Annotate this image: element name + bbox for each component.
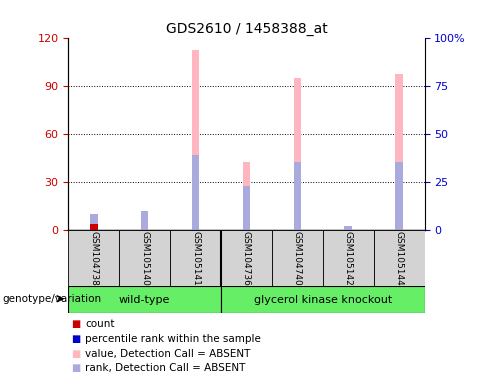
Text: percentile rank within the sample: percentile rank within the sample bbox=[85, 334, 261, 344]
Bar bbox=[272, 230, 323, 286]
Text: GSM105144: GSM105144 bbox=[395, 231, 404, 286]
Text: value, Detection Call = ABSENT: value, Detection Call = ABSENT bbox=[85, 349, 251, 359]
Bar bbox=[395, 162, 403, 230]
Bar bbox=[141, 211, 148, 230]
Bar bbox=[119, 230, 170, 286]
Bar bbox=[243, 162, 250, 230]
Text: ■: ■ bbox=[71, 319, 80, 329]
Bar bbox=[374, 230, 425, 286]
Bar bbox=[90, 224, 98, 230]
Bar bbox=[345, 225, 352, 230]
Text: GSM105140: GSM105140 bbox=[140, 231, 149, 286]
Bar bbox=[192, 155, 200, 230]
Text: wild-type: wild-type bbox=[119, 295, 170, 305]
Text: count: count bbox=[85, 319, 115, 329]
Bar bbox=[323, 230, 374, 286]
Text: GSM104740: GSM104740 bbox=[293, 231, 302, 286]
Bar bbox=[293, 162, 301, 230]
Text: ■: ■ bbox=[71, 349, 80, 359]
Text: ■: ■ bbox=[71, 334, 80, 344]
Bar bbox=[170, 230, 221, 286]
Bar bbox=[221, 286, 425, 313]
Bar bbox=[221, 230, 272, 286]
Text: ■: ■ bbox=[71, 363, 80, 373]
Text: glycerol kinase knockout: glycerol kinase knockout bbox=[254, 295, 392, 305]
Bar bbox=[192, 50, 200, 230]
Text: GSM104736: GSM104736 bbox=[242, 231, 251, 286]
Bar bbox=[90, 222, 98, 230]
Bar bbox=[68, 286, 221, 313]
Text: GSM104738: GSM104738 bbox=[89, 231, 98, 286]
Text: rank, Detection Call = ABSENT: rank, Detection Call = ABSENT bbox=[85, 363, 246, 373]
Text: genotype/variation: genotype/variation bbox=[2, 294, 102, 304]
Title: GDS2610 / 1458388_at: GDS2610 / 1458388_at bbox=[165, 22, 327, 36]
Bar bbox=[141, 211, 148, 230]
Bar bbox=[395, 74, 403, 230]
Text: GSM105141: GSM105141 bbox=[191, 231, 200, 286]
Bar bbox=[243, 185, 250, 230]
Bar bbox=[293, 78, 301, 230]
Text: GSM105142: GSM105142 bbox=[344, 231, 353, 286]
Bar bbox=[90, 214, 98, 230]
Bar bbox=[68, 230, 119, 286]
